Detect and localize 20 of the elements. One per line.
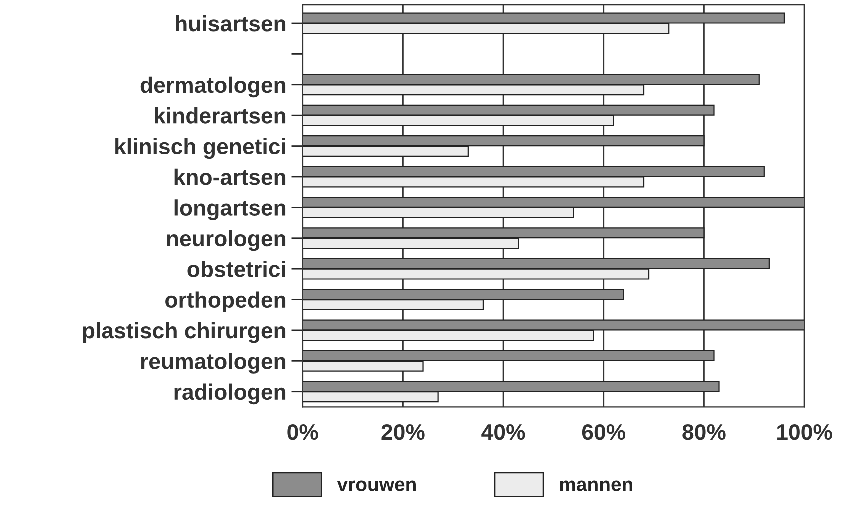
x-tick-label: 40% [482,424,526,440]
y-tick-label: plastisch chirurgen [83,322,286,344]
legend-label: vrouwen [337,480,416,492]
y-tick-label: dermatologen [140,76,286,98]
y-tick-label: radiologen [174,384,286,405]
y-tick-label: klinisch genetici [116,138,286,160]
y-tick-label: orthopeden [166,292,286,312]
y-tick-label: kno-artsen [174,168,286,186]
x-tick-label: 80% [682,424,726,440]
x-tick-label: 60% [582,424,626,440]
y-tick-label: reumatologen [141,353,286,374]
legend-label: mannen [560,480,632,492]
y-tick-label: neurologen [167,230,286,252]
y-tick-label: longartsen [174,200,286,220]
x-tick-label: 100% [778,424,832,440]
y-tick-label: obstetrici [188,261,286,278]
x-tick-label: 20% [382,424,425,440]
y-tick-label: kinderartsen [155,108,286,124]
x-tick-label: 0% [288,424,318,440]
y-tick-label: huisartsen [176,15,286,32]
